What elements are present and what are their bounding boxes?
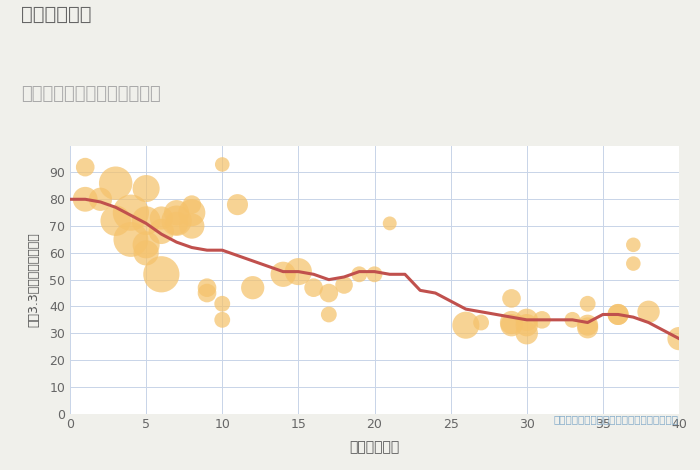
X-axis label: 築年数（年）: 築年数（年） <box>349 440 400 454</box>
Point <box>536 316 547 323</box>
Point <box>506 321 517 329</box>
Point <box>521 329 532 337</box>
Point <box>628 260 639 267</box>
Point <box>293 268 304 275</box>
Point <box>125 209 136 216</box>
Point <box>384 219 395 227</box>
Point <box>202 290 213 297</box>
Point <box>171 209 182 216</box>
Point <box>308 284 319 291</box>
Point <box>521 316 532 323</box>
Point <box>582 321 594 329</box>
Point <box>323 311 335 318</box>
Point <box>461 321 472 329</box>
Point <box>156 227 167 235</box>
Point <box>354 271 365 278</box>
Point <box>612 311 624 318</box>
Text: 千葉県愛宕駅: 千葉県愛宕駅 <box>21 5 92 24</box>
Point <box>186 201 197 208</box>
Text: 築年数別中古マンション価格: 築年数別中古マンション価格 <box>21 85 161 102</box>
Point <box>217 300 228 307</box>
Text: 円の大きさは、取引のあった物件面積を示す: 円の大きさは、取引のあった物件面積を示す <box>554 414 679 424</box>
Point <box>628 241 639 249</box>
Point <box>141 185 152 192</box>
Point <box>673 335 685 342</box>
Y-axis label: 坪（3.3㎡）単価（万円）: 坪（3.3㎡）単価（万円） <box>28 232 41 327</box>
Point <box>506 319 517 326</box>
Point <box>521 321 532 329</box>
Point <box>506 295 517 302</box>
Point <box>156 271 167 278</box>
Point <box>277 271 289 278</box>
Point <box>171 219 182 227</box>
Point <box>582 300 594 307</box>
Point <box>232 201 243 208</box>
Point <box>612 311 624 318</box>
Point <box>202 284 213 291</box>
Point <box>80 196 91 203</box>
Point <box>110 217 121 225</box>
Point <box>141 217 152 225</box>
Point <box>323 290 335 297</box>
Point <box>567 316 578 323</box>
Point <box>369 271 380 278</box>
Point <box>217 316 228 323</box>
Point <box>643 308 655 315</box>
Point <box>80 164 91 171</box>
Point <box>141 241 152 249</box>
Point <box>156 214 167 222</box>
Point <box>110 180 121 187</box>
Point <box>247 284 258 291</box>
Point <box>582 324 594 332</box>
Point <box>217 161 228 168</box>
Point <box>141 249 152 257</box>
Point <box>186 222 197 230</box>
Point <box>475 319 486 326</box>
Point <box>95 196 106 203</box>
Point <box>171 217 182 225</box>
Point <box>339 281 350 289</box>
Point <box>125 236 136 243</box>
Point <box>186 209 197 216</box>
